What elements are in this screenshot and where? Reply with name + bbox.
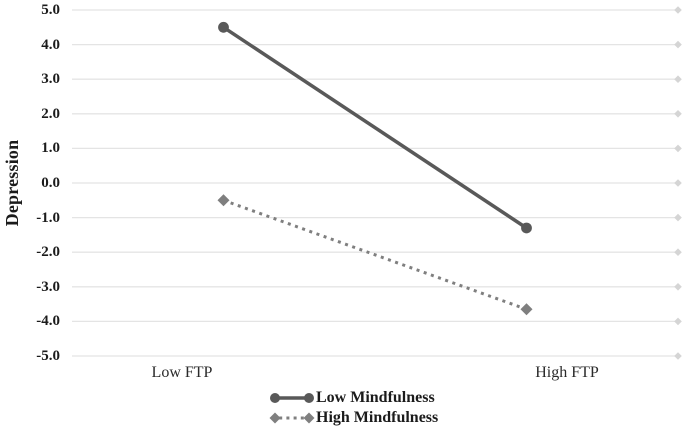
data-point-diamond-high-mindfulness	[520, 303, 533, 316]
legend-item-high-mindfulness: High Mindfulness	[268, 408, 438, 428]
y-tick-label: -2.0	[36, 244, 60, 261]
gridline-end-diamond-icon	[674, 179, 682, 187]
data-point-circle-low-mindfulness	[521, 222, 532, 234]
x-axis-label-low-ftp: Low FTP	[151, 364, 213, 381]
y-tick-label: 3.0	[41, 71, 60, 88]
gridline-end-diamond-icon	[674, 352, 682, 360]
gridline-end-diamond-icon	[674, 40, 682, 49]
legend-symbol-high-mindfulness-icon	[269, 412, 315, 424]
gridline-end-diamond-icon	[674, 248, 682, 256]
series-line-high-mindfulness	[222, 198, 528, 311]
y-tick-label: -5.0	[36, 348, 60, 364]
y-tick-label: 5.0	[41, 2, 60, 18]
legend-label-low-mindfulness: Low Mindfulness	[316, 389, 435, 406]
gridline-end-diamond-icon	[674, 144, 682, 153]
y-tick-label: 2.0	[41, 105, 60, 122]
data-point-circle-low-mindfulness	[218, 21, 229, 33]
gridline-end-diamond-icon	[674, 283, 682, 291]
y-tick-label: -4.0	[36, 313, 60, 330]
y-tick-label: 0.0	[41, 175, 60, 191]
legend-item-low-mindfulness: Low Mindfulness	[268, 388, 438, 408]
y-tick-label: -1.0	[36, 209, 60, 226]
gridline-end-diamond-icon	[674, 75, 682, 83]
x-axis-label-high-ftp: High FTP	[535, 364, 599, 381]
y-tick-label: 4.0	[41, 36, 60, 53]
data-point-diamond-high-mindfulness	[217, 194, 230, 207]
gridline-end-diamond-icon	[674, 213, 682, 222]
gridline-end-diamond-icon	[674, 110, 682, 118]
legend-symbol-low-mindfulness-icon	[270, 393, 314, 403]
y-tick-label: 1.0	[41, 140, 60, 157]
legend-label-high-mindfulness: High Mindfulness	[316, 409, 439, 426]
y-tick-label: -3.0	[36, 278, 60, 295]
series-line-low-mindfulness	[222, 25, 528, 230]
gridline-end-diamond-icon	[674, 6, 682, 14]
chart-legend: Low Mindfulness High Mindfulness	[268, 388, 438, 428]
gridline-end-diamond-icon	[674, 317, 682, 326]
